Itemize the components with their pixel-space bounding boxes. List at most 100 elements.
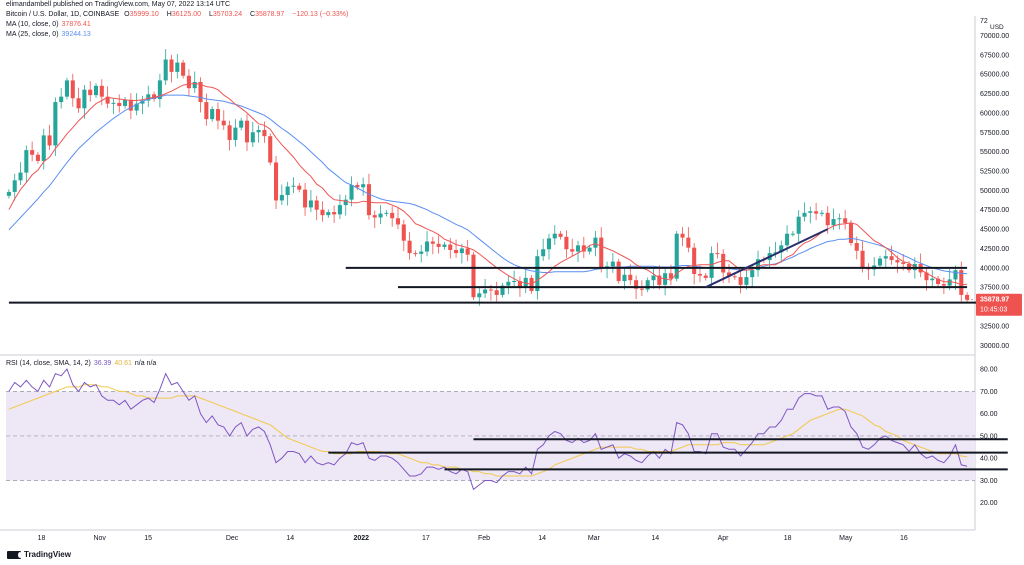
price-tick-label: 37500.00 [980, 285, 1009, 292]
candle [732, 276, 737, 278]
candle [349, 184, 354, 200]
candle [692, 247, 697, 275]
candle [175, 62, 180, 72]
price-tick-label: 60000.00 [980, 110, 1009, 117]
candle [337, 205, 342, 215]
candle [953, 270, 958, 280]
candle [93, 85, 99, 96]
candle [535, 256, 540, 292]
candle [430, 241, 435, 244]
candle [390, 212, 395, 219]
rsi-tick-label: 40.00 [980, 456, 998, 463]
candle [808, 211, 813, 213]
candle [326, 212, 331, 216]
candle [726, 272, 732, 277]
candle [965, 294, 970, 300]
time-tick-label: Mar [588, 535, 601, 542]
candle [750, 270, 755, 278]
candle [285, 186, 290, 196]
candle [64, 80, 70, 97]
price-tick-label: 30000.00 [980, 343, 1009, 350]
time-tick-label: 15 [144, 535, 152, 542]
time-tick-label: May [839, 535, 853, 542]
candle [947, 279, 952, 286]
price-tick-label: 40000.00 [980, 265, 1009, 272]
candle [210, 109, 215, 120]
ma25-line [8, 94, 968, 275]
candle [721, 253, 726, 273]
candle [59, 96, 64, 103]
time-tick-label: 14 [538, 535, 546, 542]
candle [198, 81, 203, 103]
candle [268, 136, 273, 163]
candle [308, 200, 313, 208]
candle [88, 89, 93, 96]
price-tick-label: 57500.00 [980, 130, 1009, 137]
candle [123, 99, 128, 106]
candle [146, 94, 151, 101]
time-tick-label: Nov [93, 535, 106, 542]
candle [47, 135, 52, 146]
candle [831, 219, 836, 226]
candle [70, 80, 75, 99]
candle [41, 135, 46, 161]
rsi-value: 36.39 [93, 360, 112, 367]
candle [802, 212, 807, 217]
candle [407, 240, 412, 254]
candle [814, 211, 819, 214]
candle [274, 162, 279, 201]
price-tick-label: 55000.00 [980, 149, 1009, 156]
candle [883, 256, 888, 259]
candle [506, 281, 511, 286]
candle [703, 275, 708, 278]
candle [959, 270, 964, 295]
candle [837, 218, 842, 220]
tradingview-logo[interactable]: TradingView [7, 550, 71, 559]
candle [854, 243, 859, 251]
candle [6, 191, 11, 196]
candle [587, 247, 592, 252]
candle [471, 254, 476, 298]
candle [256, 129, 261, 133]
candle [442, 244, 447, 247]
candle [279, 195, 284, 201]
candle [157, 80, 162, 99]
candle [477, 293, 482, 298]
price-tick-label: 67500.00 [980, 52, 1009, 59]
rsi-tick-label: 30.00 [980, 478, 998, 485]
price-tick-label: 52500.00 [980, 169, 1009, 176]
time-tick-label: 18 [784, 535, 792, 542]
candle [117, 102, 122, 106]
candle [860, 250, 865, 268]
candle [680, 233, 685, 238]
rsi-tick-label: 50.00 [980, 433, 998, 440]
candle [895, 260, 900, 263]
symbol-title: Bitcoin / U.S. Dollar, 1D, COINBASE [6, 11, 120, 18]
candle [459, 248, 464, 254]
candle [465, 248, 470, 255]
candle [320, 209, 325, 216]
candle [634, 280, 639, 289]
candle [819, 212, 824, 214]
candle [250, 132, 255, 143]
candle [297, 185, 302, 190]
ma10-legend: MA (10, close, 0) 37876.41 [6, 21, 91, 28]
trendline [705, 228, 829, 289]
candle [500, 285, 505, 295]
rsi-tick-label: 80.00 [980, 367, 998, 374]
candle [488, 289, 493, 291]
tradingview-logo-icon [7, 550, 22, 559]
rsi-tick-label: 60.00 [980, 411, 998, 418]
candle [744, 277, 749, 285]
candle [291, 185, 296, 187]
candle [610, 261, 615, 267]
ohlc-change: −120.13 (−0.33%) [292, 11, 349, 18]
candle [395, 218, 401, 225]
candle [181, 62, 186, 76]
last-price-badge [976, 293, 1022, 316]
candle [674, 233, 679, 279]
ohlc-close: C35878.97 [250, 11, 285, 18]
candle [785, 233, 790, 246]
candle [314, 200, 319, 210]
